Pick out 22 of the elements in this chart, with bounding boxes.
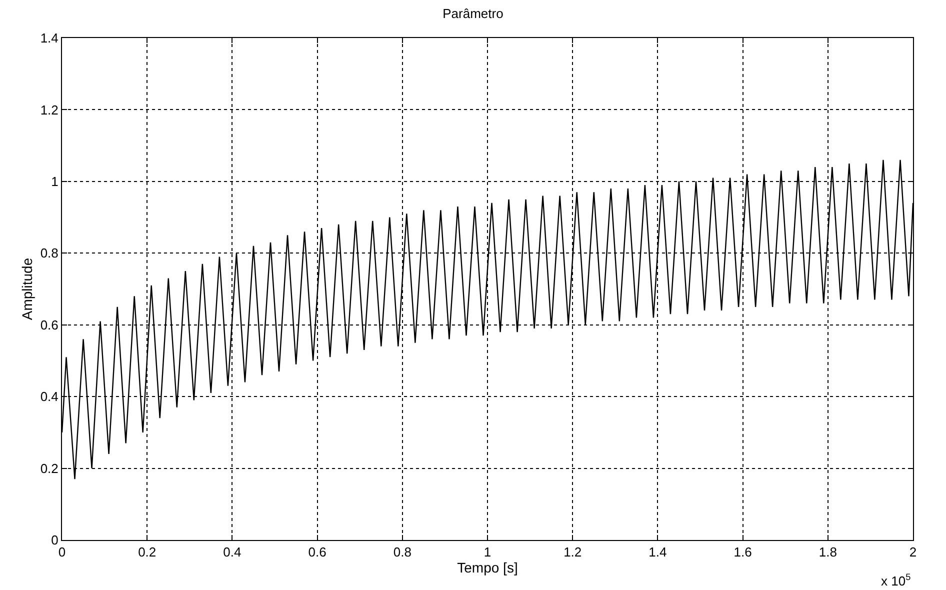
y-tick-label: 1 [51, 174, 58, 189]
x-tick-label: 1 [484, 544, 492, 560]
text: x 10$^{5}$ [881, 572, 911, 588]
x-tick-label: 0.8 [393, 544, 412, 560]
x-tick-label: 0.4 [223, 544, 242, 560]
x-tick-label: 0.6 [308, 544, 326, 560]
x-axis-title: Tempo [s] [457, 560, 518, 576]
x-tick-label: 1.4 [648, 544, 667, 560]
x-tick-label: 1.2 [564, 544, 582, 560]
y-tick-label: 0.4 [40, 389, 58, 404]
y-tick-label: 0.6 [40, 317, 58, 332]
y-tick-label: 0.2 [40, 460, 58, 476]
chart-title: Parâmetro [442, 6, 504, 21]
y-axis-title: Amplitude [18, 258, 35, 320]
x-tick-label: 1.8 [818, 544, 837, 560]
y-tick-label: 0 [51, 532, 58, 548]
x-tick-label: 2 [909, 544, 917, 560]
x-tick-label: 0.2 [138, 544, 156, 560]
y-tick-label: 1.4 [40, 30, 58, 46]
y-tick-label: 1.2 [40, 102, 58, 118]
y-tick-label: 0.8 [40, 246, 58, 261]
x-tick-label: 1.6 [734, 544, 752, 560]
